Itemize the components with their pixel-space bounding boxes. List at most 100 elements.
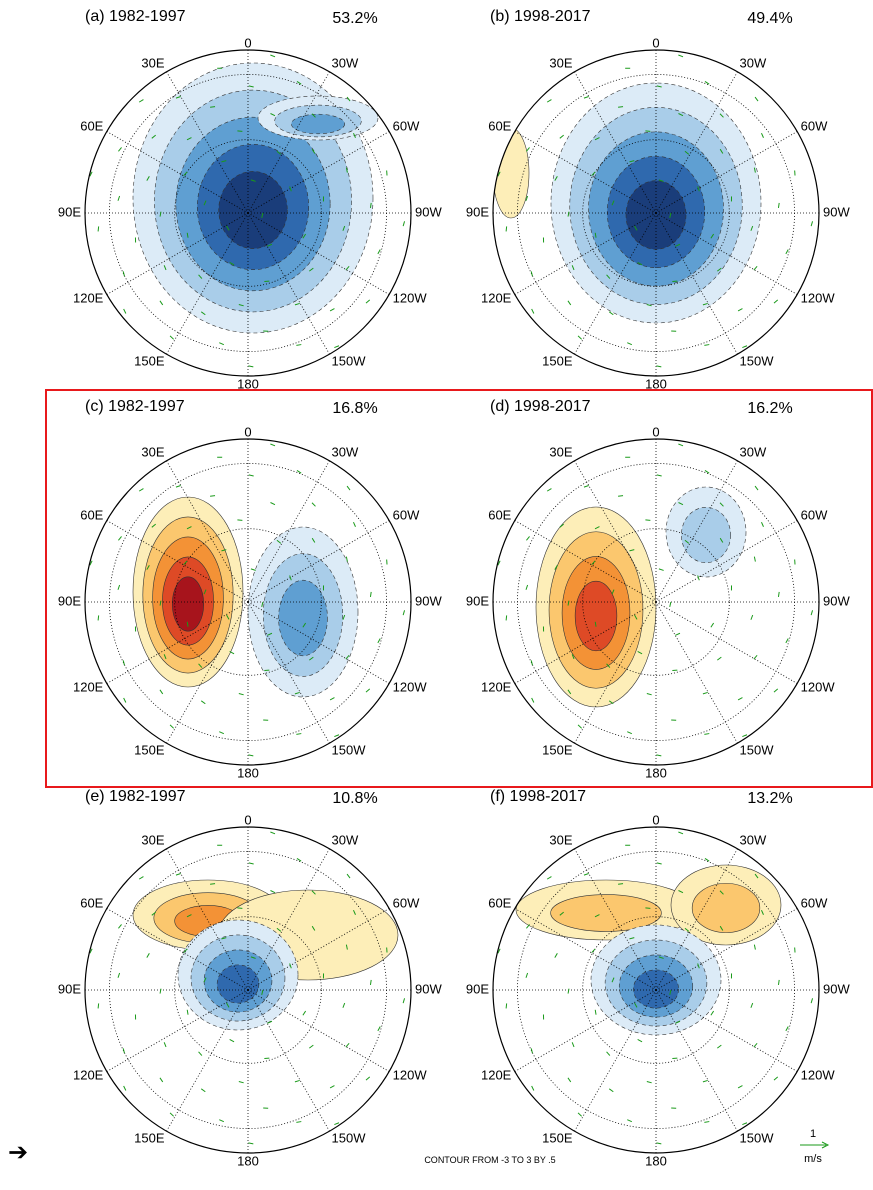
panel-percent: 49.4%	[747, 10, 792, 27]
lon-label: 30E	[549, 444, 572, 459]
panel-percent: 10.8%	[332, 790, 377, 807]
lon-label: 90W	[823, 204, 850, 219]
wind-vector	[618, 496, 623, 497]
lon-label: 180	[645, 765, 667, 780]
lon-label: 60W	[801, 507, 828, 522]
wind-vector	[506, 1003, 507, 1008]
lon-label: 90W	[415, 593, 442, 608]
lon-label: 180	[237, 376, 259, 391]
map-panel: 030W60W90W120W150W180150E120E90E60E30E(f…	[466, 788, 851, 1168]
vector-legend-value: 1	[810, 1128, 816, 1140]
map-body	[493, 439, 819, 765]
lon-label: 120W	[393, 679, 428, 694]
lon-label: 180	[645, 376, 667, 391]
wind-vector	[210, 884, 215, 885]
lon-label: 180	[645, 1153, 667, 1168]
wind-vector	[645, 520, 650, 521]
lon-label: 150E	[134, 1130, 165, 1145]
lon-label: 90W	[823, 593, 850, 608]
map-body	[85, 439, 411, 765]
wind-vector	[506, 615, 507, 620]
lon-label: 150E	[542, 1130, 573, 1145]
lon-label: 60W	[801, 118, 828, 133]
shading	[279, 580, 328, 656]
shading	[219, 171, 288, 248]
map-panel: 030W60W90W120W150W180150E120E90E60E30E(d…	[466, 398, 851, 780]
lon-label: 60W	[393, 895, 420, 910]
lon-label: 90W	[415, 981, 442, 996]
wind-vector	[237, 131, 242, 132]
lon-label: 90W	[415, 204, 442, 219]
shading	[575, 581, 617, 651]
lon-label: 60W	[393, 118, 420, 133]
lon-label: 90W	[823, 981, 850, 996]
lon-label: 150W	[332, 742, 367, 757]
footer: CONTOUR FROM -3 TO 3 BY .5	[424, 1155, 555, 1165]
map-body	[85, 827, 411, 1153]
lon-label: 60E	[80, 895, 103, 910]
lon-label: 30E	[141, 444, 164, 459]
lon-label: 120W	[393, 1067, 428, 1082]
shading	[692, 883, 760, 932]
shading	[217, 965, 259, 1003]
lon-label: 90E	[466, 981, 489, 996]
lon-label: 90E	[466, 204, 489, 219]
lon-label: 60E	[80, 118, 103, 133]
lon-label: 120E	[481, 290, 512, 305]
lon-label: 150W	[740, 353, 775, 368]
wind-vector	[645, 131, 650, 132]
panel-percent: 13.2%	[747, 790, 792, 807]
wind-vector	[210, 107, 215, 108]
lon-label: 30E	[549, 55, 572, 70]
wind-vector	[210, 496, 215, 497]
vector-legend-unit: m/s	[804, 1153, 822, 1165]
lon-label: 120E	[73, 290, 104, 305]
wind-vector	[618, 884, 623, 885]
lon-label: 150E	[134, 742, 165, 757]
lon-label: 0	[244, 35, 251, 50]
lon-label: 30W	[332, 444, 359, 459]
shading	[172, 577, 203, 631]
panel-label: (d) 1998-2017	[490, 398, 591, 415]
lon-label: 60E	[488, 507, 511, 522]
lon-label: 30E	[141, 55, 164, 70]
wind-vector	[506, 226, 507, 231]
panel-percent: 53.2%	[332, 10, 377, 27]
map-panel: 030W60W90W120W150W180150E120E90E60E30E(c…	[58, 398, 443, 780]
lon-label: 60E	[488, 895, 511, 910]
lon-label: 60E	[80, 507, 103, 522]
wind-vector	[98, 1003, 99, 1008]
lon-label: 0	[652, 424, 659, 439]
map-panel: 030W60W90W120W150W180150E120E90E60E30E(e…	[58, 788, 443, 1168]
lon-label: 150E	[542, 742, 573, 757]
lon-label: 0	[244, 812, 251, 827]
lon-label: 30W	[332, 55, 359, 70]
lon-label: 120W	[801, 290, 836, 305]
map-body	[493, 827, 819, 1153]
lon-label: 120W	[801, 1067, 836, 1082]
panel-label: (e) 1982-1997	[85, 788, 186, 805]
wind-vector	[618, 107, 623, 108]
lon-label: 120E	[481, 679, 512, 694]
panel-label: (a) 1982-1997	[85, 8, 186, 25]
lon-label: 30W	[332, 832, 359, 847]
lon-label: 30E	[549, 832, 572, 847]
map-panel: 030W60W90W120W150W180150E120E90E60E30E(a…	[58, 8, 443, 391]
lon-label: 150W	[740, 1130, 775, 1145]
lon-label: 90E	[58, 204, 81, 219]
wind-vector	[645, 908, 650, 909]
wind-vector	[98, 226, 99, 231]
arrow-icon: ➔	[8, 1139, 28, 1166]
lon-label: 0	[652, 35, 659, 50]
lon-label: 90E	[58, 593, 81, 608]
lon-label: 150W	[332, 1130, 367, 1145]
panel-percent: 16.2%	[747, 400, 792, 417]
lon-label: 150W	[332, 353, 367, 368]
wind-vector	[98, 615, 99, 620]
map-body	[85, 50, 411, 376]
lon-label: 30W	[740, 55, 767, 70]
lon-label: 60W	[393, 507, 420, 522]
panel-label: (c) 1982-1997	[85, 398, 185, 415]
map-body	[493, 50, 819, 376]
lon-label: 120W	[801, 679, 836, 694]
